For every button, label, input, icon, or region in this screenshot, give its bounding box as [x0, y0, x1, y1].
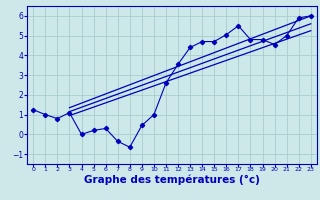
X-axis label: Graphe des températures (°c): Graphe des températures (°c): [84, 175, 260, 185]
